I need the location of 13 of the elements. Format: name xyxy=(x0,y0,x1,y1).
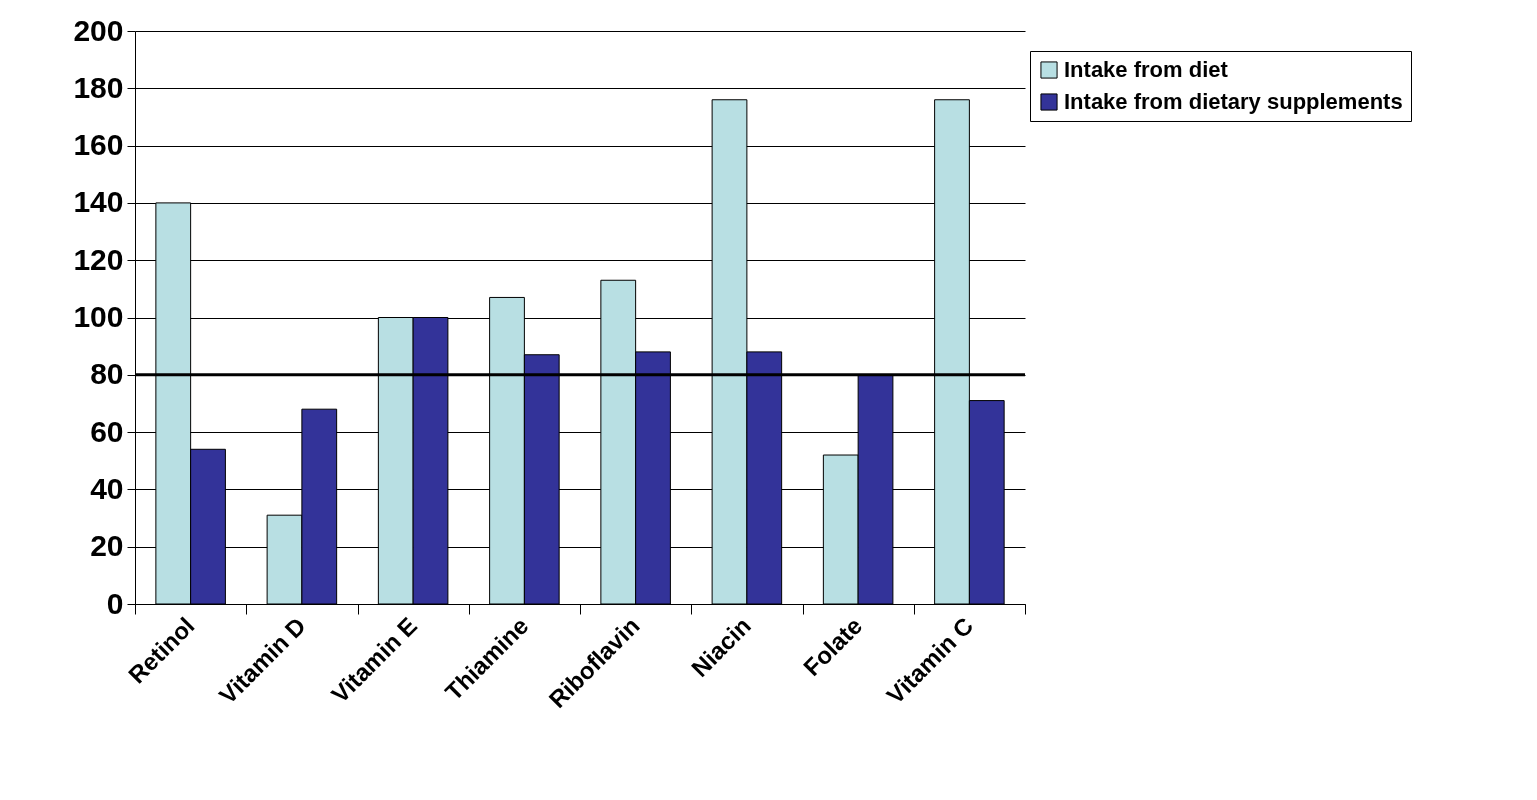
y-tick-label: 180 xyxy=(73,70,124,104)
y-tick-label: 120 xyxy=(73,242,124,276)
y-tick-label: 140 xyxy=(73,185,124,219)
y-tick-label: 160 xyxy=(73,128,124,162)
legend-label: Intake from diet xyxy=(1064,57,1229,82)
y-tick-label: 80 xyxy=(90,357,124,391)
y-tick-label: 100 xyxy=(73,300,124,333)
y-tick-label: 60 xyxy=(90,414,124,448)
y-tick-label: 0 xyxy=(106,586,124,620)
y-tick-label: 40 xyxy=(90,471,124,505)
y-tick-label: 20 xyxy=(90,529,124,563)
y-tick-label: 200 xyxy=(73,13,124,47)
legend-label: Intake from dietary supplements xyxy=(1064,89,1403,114)
